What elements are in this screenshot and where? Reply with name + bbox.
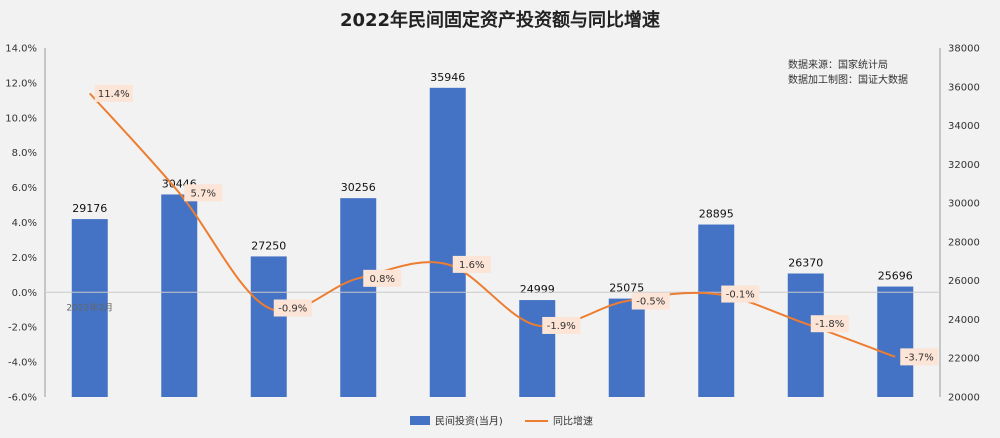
- left-axis-tick-label: -2.0%: [8, 323, 37, 334]
- bar-value-label: 27250: [251, 239, 286, 252]
- left-axis-tick-label: -4.0%: [8, 358, 37, 369]
- right-axis-tick-label: 36000: [948, 82, 980, 93]
- left-axis-tick-label: -6.0%: [8, 393, 37, 404]
- pct-label: -0.9%: [278, 304, 307, 315]
- bar-value-label: 25696: [878, 270, 913, 283]
- pct-label: 0.8%: [370, 274, 395, 285]
- bar: [429, 87, 466, 398]
- right-axis-tick-label: 30000: [948, 199, 980, 210]
- right-axis-tick-label: 22000: [948, 354, 980, 365]
- bar-value-label: 30256: [341, 181, 376, 194]
- legend: 民间投资(当月) 同比增速: [410, 415, 593, 428]
- bar: [161, 194, 198, 397]
- pct-label: 11.4%: [98, 89, 130, 100]
- pct-label-bg: [810, 315, 849, 333]
- bar-value-label: 26370: [788, 256, 823, 269]
- bar: [698, 224, 735, 397]
- bar-value-label: 25075: [609, 282, 644, 295]
- left-axis-tick-label: 10.0%: [5, 113, 37, 124]
- legend-bar-label: 民间投资(当月): [435, 415, 503, 428]
- pct-label: -0.1%: [726, 290, 755, 301]
- pct-label-bg: [363, 269, 402, 287]
- left-axis-tick-label: 2.0%: [12, 253, 37, 264]
- left-axis-tick-label: 0.0%: [12, 288, 37, 299]
- bar-value-label: 28895: [699, 208, 734, 221]
- source-note: 数据来源：国家统计局: [788, 58, 888, 71]
- bar: [250, 256, 287, 397]
- pct-label-bg: [94, 84, 133, 102]
- pct-label: -0.5%: [636, 297, 665, 308]
- pct-label-bg: [273, 299, 312, 317]
- bar-value-label: 24999: [520, 283, 555, 296]
- left-axis-tick-label: 8.0%: [12, 148, 37, 159]
- bar: [608, 298, 645, 397]
- pct-label: 1.6%: [459, 260, 484, 271]
- chart-title: 2022年民间固定资产投资额与同比增速: [340, 9, 660, 31]
- right-axis-tick-label: 38000: [948, 44, 980, 55]
- right-axis-tick-label: 34000: [948, 121, 980, 132]
- left-axis-tick-label: 12.0%: [5, 78, 37, 89]
- right-axis-tick-label: 32000: [948, 160, 980, 171]
- pct-label: 5.7%: [191, 188, 216, 199]
- left-axis-tick-label: 4.0%: [12, 218, 37, 229]
- plot-area: 14.0% 12.0% 10.0% 8.0% 6.0% 4.0% 2.0% 0.0% -2.0%…: [5, 44, 980, 404]
- bar-value-label: 29176: [72, 202, 107, 215]
- left-axis-tick-label: 6.0%: [12, 183, 37, 194]
- pct-label-bg: [542, 316, 581, 334]
- bar: [787, 273, 824, 397]
- bar-value-label: 35946: [430, 71, 465, 84]
- pct-label-bg: [452, 255, 491, 273]
- pct-label-bg: [631, 292, 670, 310]
- growth-rate-line: [89, 92, 896, 358]
- bar: [71, 219, 108, 397]
- left-axis-tick-label: 14.0%: [5, 44, 37, 55]
- bar: [340, 198, 377, 397]
- pct-label-bg: [900, 348, 939, 366]
- pct-label-bg: [721, 285, 760, 303]
- pct-label: -3.7%: [905, 352, 934, 363]
- source-credit: 数据加工制图：国证大数据: [788, 73, 908, 86]
- legend-bar-swatch: [410, 416, 430, 425]
- right-axis-tick-label: 28000: [948, 237, 980, 248]
- pct-label: -1.9%: [547, 321, 576, 332]
- right-axis-tick-label: 20000: [948, 393, 980, 404]
- legend-line-label: 同比增速: [553, 415, 593, 428]
- right-axis-tick-label: 26000: [948, 276, 980, 287]
- bar: [877, 286, 914, 397]
- bar: [519, 300, 556, 397]
- pct-label-bg: [184, 184, 223, 202]
- right-axis-tick-label: 24000: [948, 315, 980, 326]
- pct-label: -1.8%: [815, 319, 844, 330]
- category-label: 2022年2月: [66, 301, 113, 313]
